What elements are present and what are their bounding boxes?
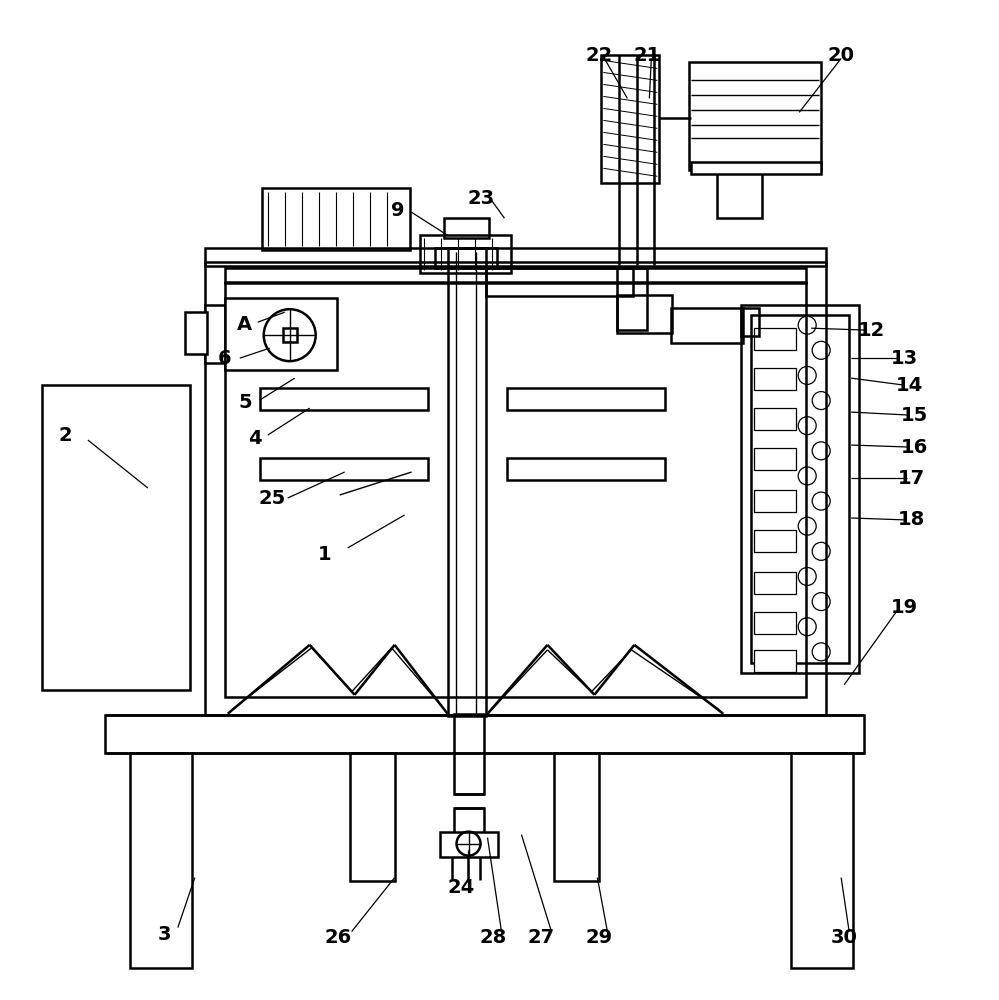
Bar — [754, 328, 796, 350]
Text: 14: 14 — [895, 376, 923, 395]
Bar — [741, 308, 759, 336]
Text: 19: 19 — [890, 598, 918, 617]
Bar — [454, 808, 484, 833]
Text: 3: 3 — [158, 925, 172, 944]
Bar — [617, 268, 647, 330]
Text: 30: 30 — [831, 928, 857, 947]
Text: 23: 23 — [468, 189, 496, 208]
Bar — [435, 248, 497, 268]
Bar — [486, 268, 633, 296]
Bar — [260, 388, 428, 410]
Bar — [205, 262, 826, 715]
Text: 1: 1 — [318, 545, 332, 564]
Bar — [507, 388, 665, 410]
Bar — [754, 572, 796, 594]
Text: 18: 18 — [897, 510, 925, 529]
Bar — [754, 490, 796, 512]
Bar — [262, 188, 410, 250]
Text: 2: 2 — [58, 426, 72, 445]
Text: 13: 13 — [890, 349, 918, 368]
Bar — [689, 62, 821, 170]
Bar — [444, 218, 489, 238]
Text: 27: 27 — [527, 928, 555, 947]
Bar — [130, 753, 192, 968]
Bar — [754, 612, 796, 634]
Text: 6: 6 — [218, 349, 232, 368]
Text: 5: 5 — [238, 393, 252, 412]
Text: 15: 15 — [900, 406, 928, 425]
Text: 17: 17 — [897, 469, 925, 488]
Bar — [42, 385, 190, 690]
Bar — [754, 530, 796, 552]
Text: 21: 21 — [633, 46, 661, 65]
Text: A: A — [237, 315, 253, 334]
Text: 28: 28 — [480, 928, 507, 947]
Bar — [741, 305, 859, 673]
Bar — [754, 650, 796, 672]
Bar — [754, 408, 796, 430]
Bar — [225, 268, 806, 283]
Text: 29: 29 — [585, 928, 613, 947]
Text: 16: 16 — [900, 438, 928, 457]
Bar — [751, 315, 849, 663]
Bar — [617, 295, 672, 333]
Text: 9: 9 — [391, 201, 405, 220]
Bar — [260, 458, 428, 480]
Bar — [554, 753, 599, 881]
Bar — [601, 55, 659, 183]
Bar — [691, 162, 821, 174]
Bar — [448, 248, 486, 716]
Text: 20: 20 — [827, 46, 855, 65]
Bar — [205, 305, 225, 363]
Bar — [671, 308, 743, 343]
Bar — [185, 312, 207, 354]
Text: 4: 4 — [248, 429, 262, 448]
Bar — [507, 458, 665, 480]
Text: 22: 22 — [585, 46, 613, 65]
Bar — [225, 282, 806, 697]
Bar — [791, 753, 853, 968]
Bar — [717, 170, 762, 218]
Bar — [440, 832, 498, 857]
Text: 12: 12 — [857, 321, 885, 340]
Bar — [754, 368, 796, 390]
Text: 24: 24 — [448, 878, 476, 897]
Bar — [454, 714, 484, 794]
Bar — [225, 298, 337, 370]
Bar — [420, 235, 511, 273]
Text: 26: 26 — [324, 928, 352, 947]
Bar — [205, 248, 826, 266]
Bar — [754, 448, 796, 470]
Bar — [105, 715, 864, 753]
Text: 25: 25 — [258, 489, 286, 508]
Bar — [283, 328, 297, 342]
Bar — [350, 753, 395, 881]
